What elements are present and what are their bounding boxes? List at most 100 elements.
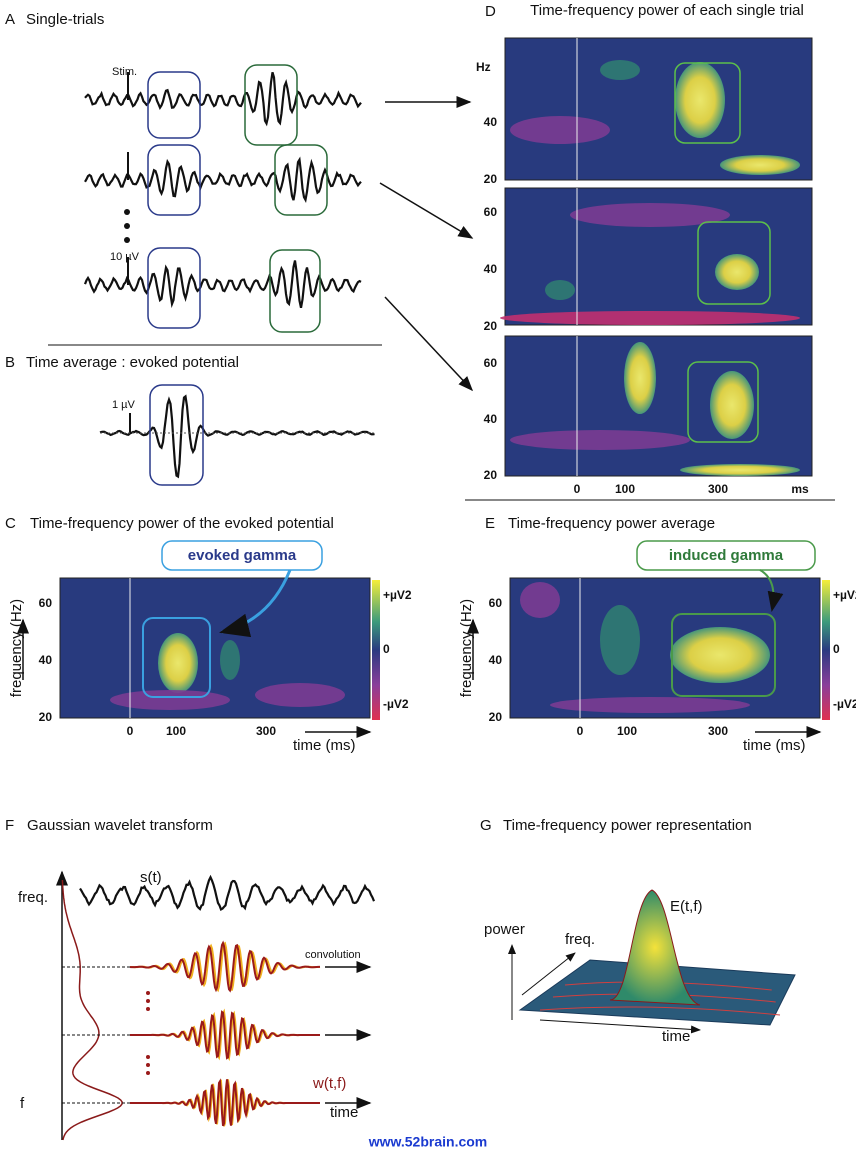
y-tick-label: 60 xyxy=(484,356,498,370)
freq-axis xyxy=(521,952,576,996)
tf-blob xyxy=(710,371,754,439)
energy-label: E(t,f) xyxy=(670,898,703,915)
y-tick-label: 60 xyxy=(39,596,53,610)
colorbar xyxy=(372,580,380,720)
x-tick-label: 100 xyxy=(615,482,635,496)
panel-title: Gaussian wavelet transform xyxy=(27,817,213,834)
roi-box xyxy=(671,613,776,697)
y-tick-label: 60 xyxy=(489,596,503,610)
y-tick-label: 20 xyxy=(39,710,53,724)
x-tick-label: 300 xyxy=(708,482,728,496)
convolution-label: convolution xyxy=(305,949,361,961)
tf-blob xyxy=(624,342,656,414)
y-tick-label: 40 xyxy=(484,262,498,276)
panel-label: D xyxy=(485,3,496,20)
panel-title: Time-frequency power of the evoked poten… xyxy=(30,515,334,532)
y-tick-label: 20 xyxy=(484,172,498,186)
tf-blob xyxy=(720,155,800,175)
s-trace xyxy=(79,874,376,911)
y-tick-label: 40 xyxy=(489,653,503,667)
evoked-box xyxy=(147,247,201,329)
y-tick-label: 40 xyxy=(484,115,498,129)
y-tick-label: 20 xyxy=(489,710,503,724)
eeg-trace xyxy=(84,156,362,204)
induced-box xyxy=(674,62,741,144)
colorbar xyxy=(822,580,830,720)
evoked-box xyxy=(149,384,204,486)
x-tick-label: 100 xyxy=(166,724,186,738)
ellipsis-dot xyxy=(146,1055,150,1059)
x-axis-label: time (ms) xyxy=(293,737,356,754)
tf-blob xyxy=(715,254,759,290)
stim-label: Stim. xyxy=(112,66,137,78)
evoked-box xyxy=(147,144,201,216)
footer: www.52brain.com xyxy=(368,1134,488,1150)
tf-blob xyxy=(680,464,800,476)
time-label: time xyxy=(330,1104,358,1121)
f-label: f xyxy=(20,1095,25,1112)
panel-title: Single-trials xyxy=(26,11,104,28)
ellipsis-dot xyxy=(146,1063,150,1067)
ellipsis-dot xyxy=(124,209,130,215)
y-tick-label: 20 xyxy=(484,468,498,482)
induced-box xyxy=(244,64,298,146)
x-tick-label: 300 xyxy=(256,724,276,738)
colorbar-label: 0 xyxy=(383,642,390,656)
wavelet xyxy=(129,940,320,993)
eeg-trace xyxy=(84,71,362,127)
peak xyxy=(609,889,701,1006)
power-label: power xyxy=(484,921,525,938)
time-axis xyxy=(539,1019,701,1034)
tf-blob xyxy=(675,62,725,138)
panel-label: F xyxy=(5,817,14,834)
x-tick-label: 100 xyxy=(617,724,637,738)
tf-blob xyxy=(550,697,750,713)
tf-blob xyxy=(220,640,240,680)
induced-box xyxy=(269,249,321,333)
x-axis-label: time (ms) xyxy=(743,737,806,754)
colorbar-label: -µV2 xyxy=(833,697,856,711)
pointer xyxy=(759,569,784,612)
signal-label: s(t) xyxy=(140,869,162,886)
panel-title: Time-frequency power representation xyxy=(503,817,752,834)
colorbar-label: 0 xyxy=(833,642,840,656)
y-tick-label: 40 xyxy=(484,412,498,426)
x-tick-label: 300 xyxy=(708,724,728,738)
annotation-box xyxy=(636,540,816,571)
freq-label: freq. xyxy=(565,931,595,948)
evoked-trace xyxy=(99,394,375,479)
panel-label: A xyxy=(5,11,15,28)
wavelet xyxy=(130,1010,320,1060)
annotation: evoked gamma xyxy=(188,547,297,564)
x-tick-label: 0 xyxy=(574,482,581,496)
tf-blob xyxy=(670,627,770,683)
roi-box xyxy=(142,617,211,698)
gaussian-curve xyxy=(61,879,123,1141)
induced-box xyxy=(687,361,759,443)
colorbar-label: +µV2 xyxy=(383,588,412,602)
ellipsis-dot xyxy=(124,223,130,229)
panel-title: Time-frequency power of each single tria… xyxy=(530,2,804,19)
wavelet-label: w(t,f) xyxy=(312,1075,346,1092)
panel-label: B xyxy=(5,354,15,371)
tf-blob xyxy=(110,690,230,710)
evoked-box xyxy=(147,71,201,139)
unit-label: Hz xyxy=(476,60,491,74)
tf-blob xyxy=(570,203,730,227)
ellipsis-dot xyxy=(124,237,130,243)
annotation-box xyxy=(161,540,323,571)
y-tick-label: 60 xyxy=(484,205,498,219)
time-label: time xyxy=(662,1028,690,1045)
tf-blob xyxy=(510,116,610,144)
wavelet xyxy=(130,1078,320,1127)
panel-label: C xyxy=(5,515,16,532)
x-tick-label: 0 xyxy=(577,724,584,738)
induced-box xyxy=(274,144,328,216)
tf-blob xyxy=(255,683,345,707)
panel-label: E xyxy=(485,515,495,532)
ellipsis-dot xyxy=(146,1007,150,1011)
ellipsis-dot xyxy=(146,1071,150,1075)
scale-label: 10 µV xyxy=(110,251,140,263)
pointer xyxy=(219,569,292,638)
